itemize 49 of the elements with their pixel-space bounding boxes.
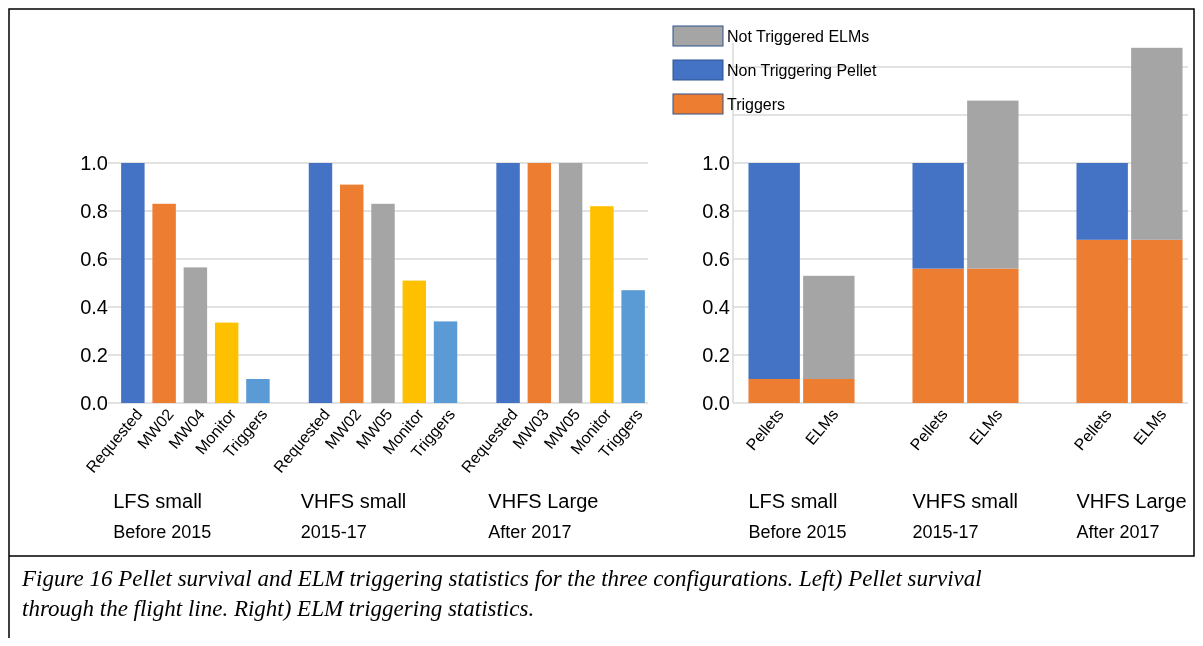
legend-label: Not Triggered ELMs [727, 27, 870, 45]
text: VHFS small 2015-17 [912, 490, 1019, 542]
bar [527, 163, 552, 403]
bar [1076, 163, 1128, 240]
bar [183, 267, 208, 403]
bar [748, 163, 800, 379]
bar [1076, 239, 1128, 403]
bar [912, 163, 964, 269]
bar [308, 163, 333, 403]
bar [1131, 47, 1183, 240]
bar [121, 163, 145, 403]
text: VHFS small 2015-17 [300, 490, 407, 542]
text: LFS small Before 2015 [113, 490, 212, 542]
bar [803, 275, 855, 379]
y-tick-label: 0.2 [80, 344, 108, 366]
bar [340, 184, 364, 403]
bar [371, 203, 395, 403]
bar [433, 321, 458, 403]
bar [152, 203, 176, 403]
bar [590, 206, 614, 403]
y-tick-label: 0.2 [702, 344, 730, 366]
bar [912, 268, 964, 403]
bar [1131, 239, 1183, 403]
y-tick-label: 0.6 [80, 248, 108, 270]
y-tick-label: 1.0 [80, 152, 108, 174]
y-tick-label: 0.4 [702, 296, 730, 318]
y-tick-label: 0.8 [80, 200, 108, 222]
legend-label: Non Triggering Pellet [727, 61, 877, 79]
y-tick-label: 0.8 [702, 200, 730, 222]
text: LFS small Before 2015 [748, 490, 847, 542]
bar [967, 100, 1019, 269]
y-tick-label: 0.0 [80, 392, 108, 414]
bar [558, 163, 583, 403]
y-tick-label: 0.0 [702, 392, 730, 414]
y-tick-label: 1.0 [702, 152, 730, 174]
text: VHFS Large After 2017 [488, 490, 599, 542]
y-tick-label: 0.6 [702, 248, 730, 270]
bar [621, 290, 645, 403]
bar [967, 268, 1019, 403]
bar [246, 379, 270, 403]
bar [803, 379, 855, 403]
bar [402, 280, 426, 403]
caption: Figure 16 Pellet survival and ELM triggering statistics for the three configurations. Left) Pellet survival through the flight line. Right) ELM triggering statistics. [21, 566, 982, 621]
legend-label: Triggers [727, 95, 786, 113]
bar [748, 379, 800, 403]
bar [214, 322, 239, 403]
bar [496, 163, 520, 403]
y-tick-label: 0.4 [80, 296, 108, 318]
text: VHFS Large After 2017 [1076, 490, 1187, 542]
